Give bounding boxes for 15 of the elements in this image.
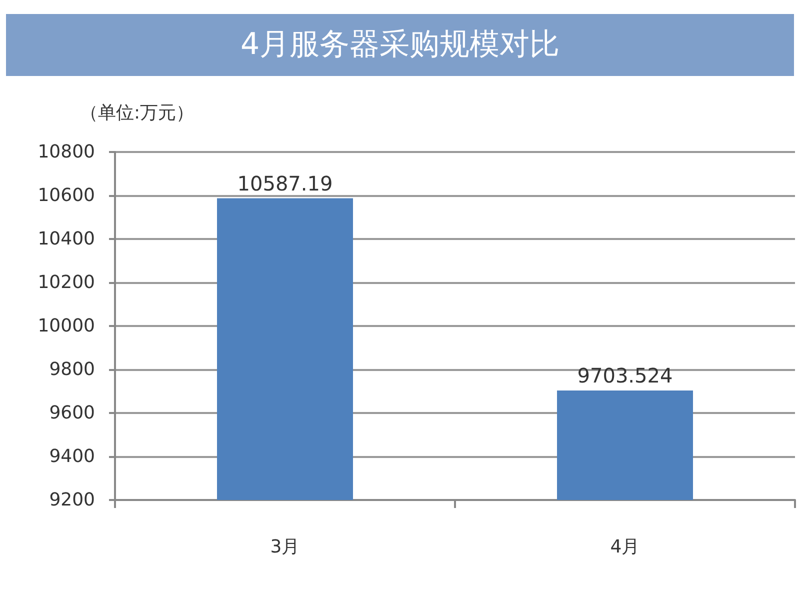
y-tick-label: 10600	[38, 185, 95, 206]
y-tick-label: 9200	[49, 490, 95, 510]
y-tick-label: 9400	[49, 446, 95, 467]
chart-title: 4月服务器采购规模对比	[6, 14, 794, 76]
x-tick-label: 3月	[270, 536, 300, 558]
y-tick-label: 9800	[49, 359, 95, 380]
x-tick-label: 4月	[610, 536, 640, 558]
data-label: 10587.19	[237, 171, 333, 196]
y-tick-label: 10200	[38, 272, 95, 293]
y-tick-label: 10800	[38, 142, 95, 162]
y-tick-label: 10000	[38, 316, 95, 336]
y-tick-label: 10400	[38, 228, 95, 250]
y-tick-label: 9600	[49, 402, 95, 424]
y-axis-title: （单位:万元）	[80, 102, 194, 124]
data-label: 9703.524	[577, 363, 673, 388]
